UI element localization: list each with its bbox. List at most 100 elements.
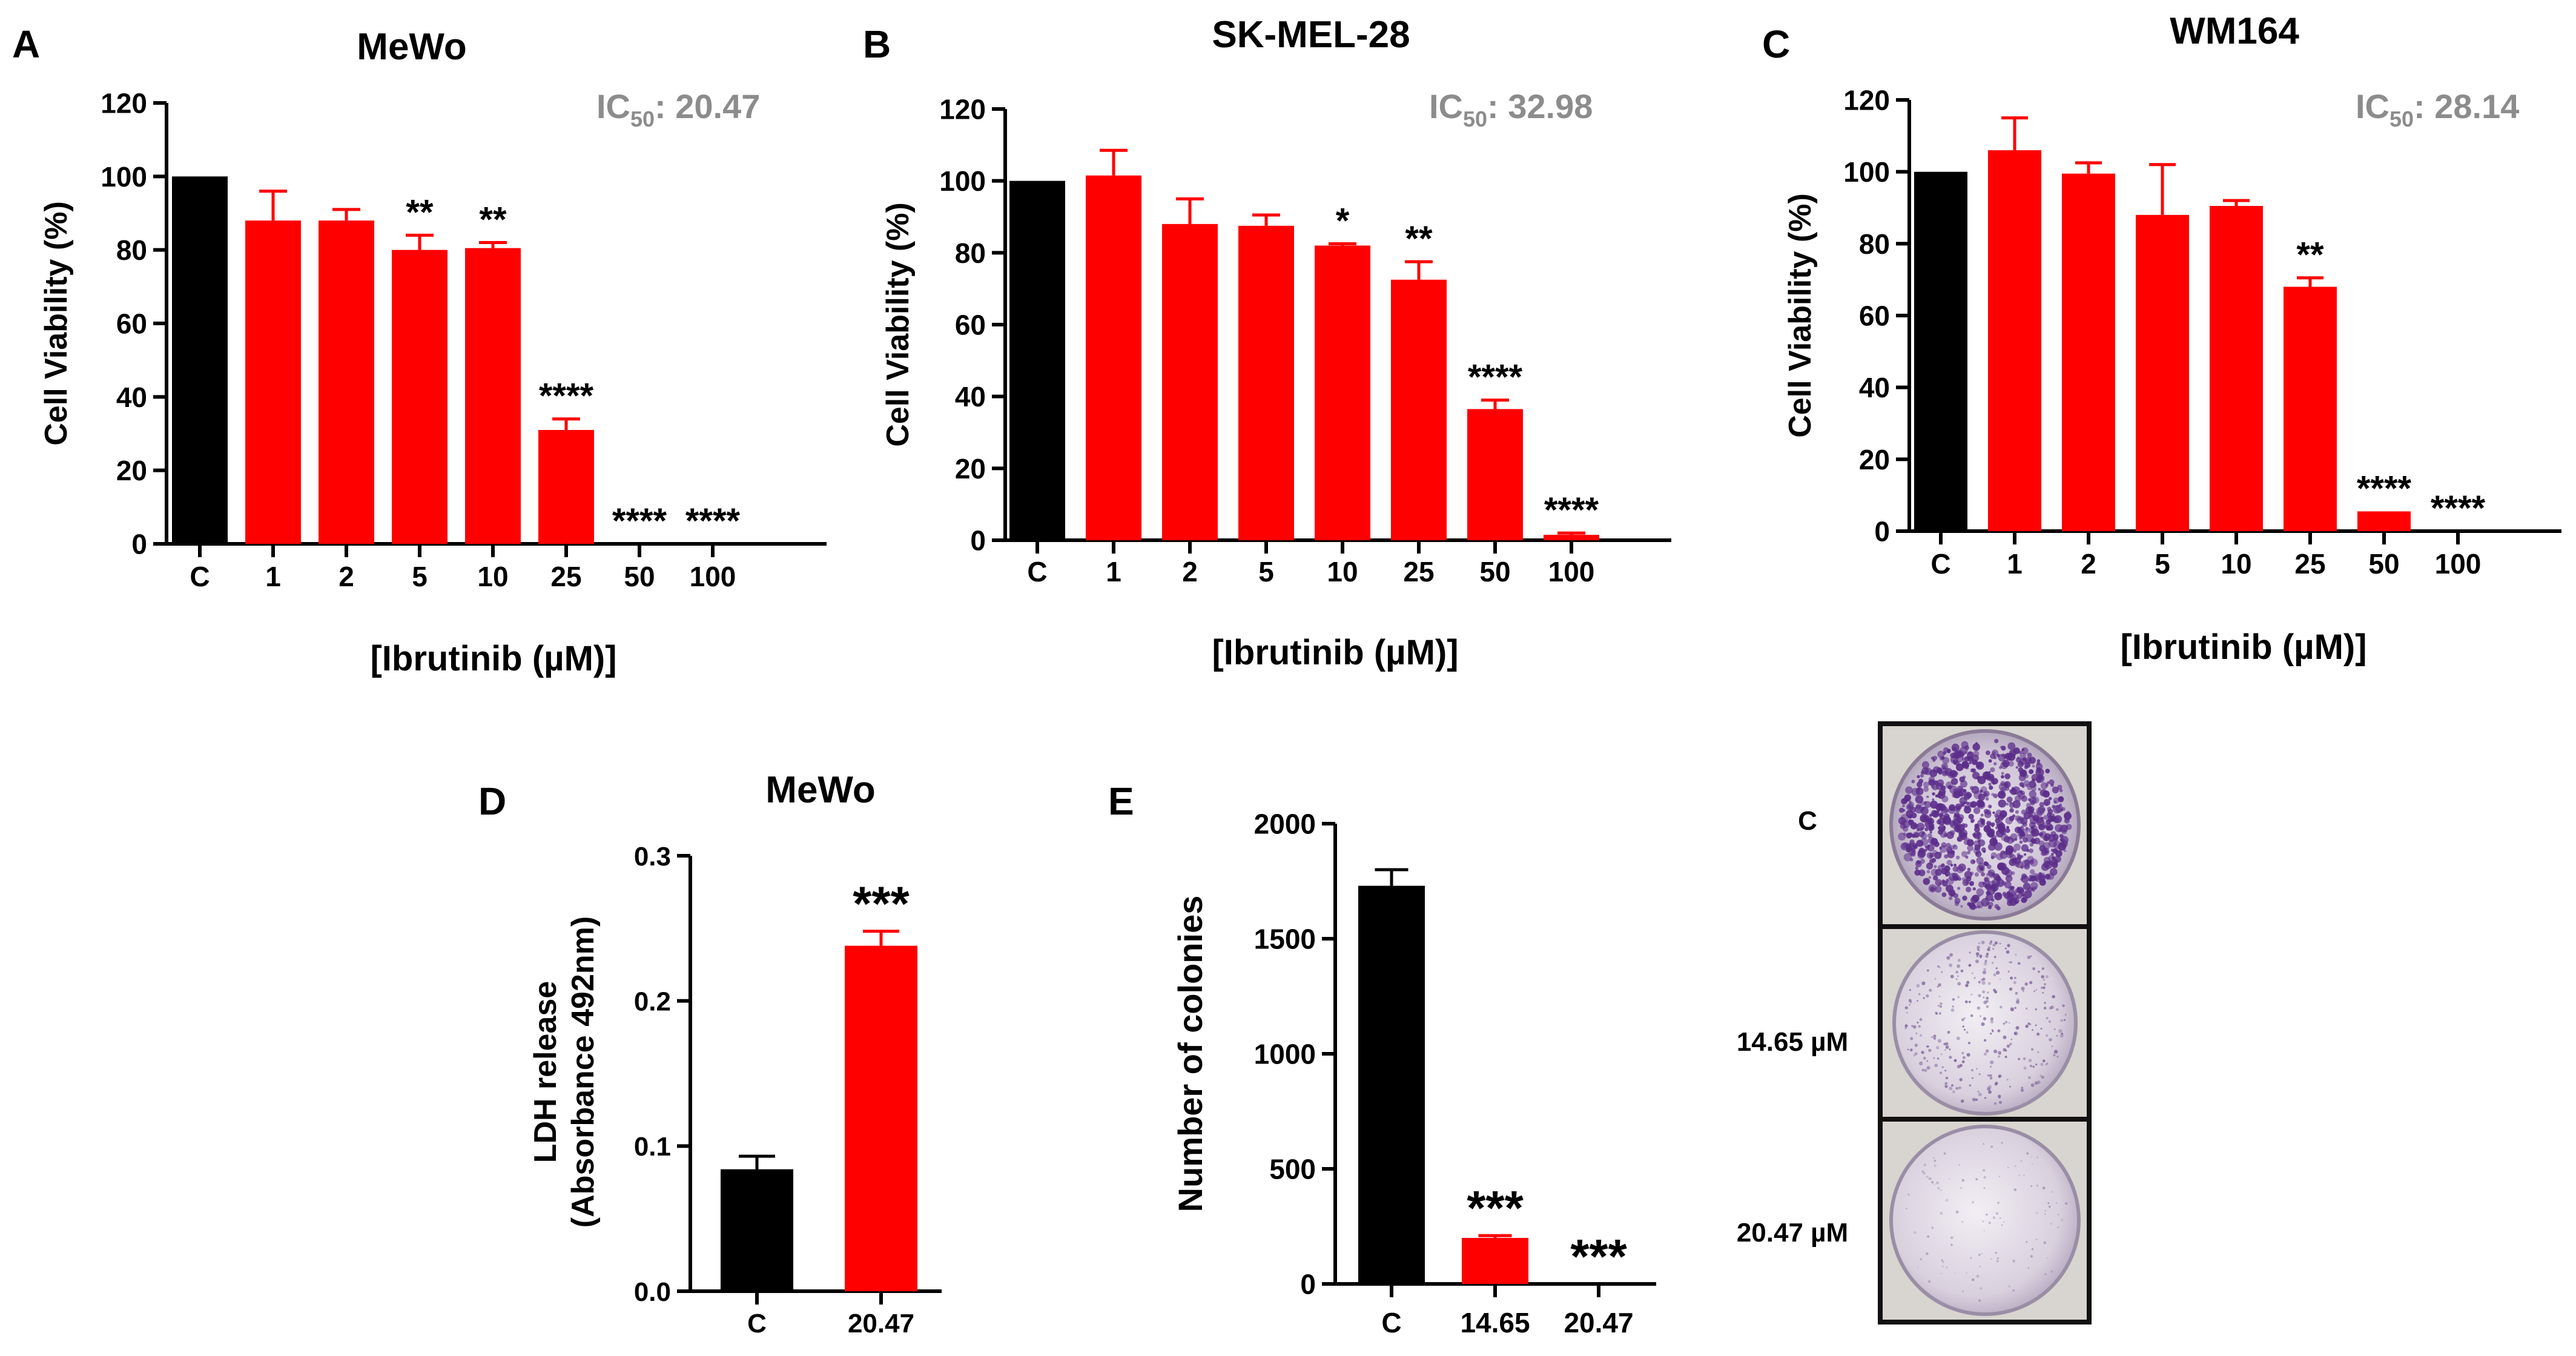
colony-dot [1923, 1068, 1927, 1073]
colony-dot [1930, 756, 1935, 760]
colony-dot [1972, 1201, 1974, 1203]
colony-dot [1944, 865, 1950, 872]
colony-dot [1992, 1216, 1996, 1219]
colony-dot [1999, 766, 2003, 769]
colony-dot [1949, 785, 1958, 794]
colony-dot [1966, 1053, 1970, 1057]
panel-c-yticks: 0 20 40 60 80 100 120 [1843, 85, 1909, 547]
panel-c-significance: **** [2431, 489, 2486, 528]
colony-dot [1953, 864, 1957, 867]
colony-dot [1937, 1057, 1940, 1060]
colony-dot [2023, 882, 2031, 890]
colony-dot [1941, 842, 1947, 848]
colony-dot [1924, 848, 1927, 852]
colony-dot [1944, 1042, 1949, 1046]
colony-dot [2015, 991, 2018, 995]
colony-dot [2026, 1152, 2029, 1155]
panel-e-yticks: 0 500 1000 1500 2000 [1254, 809, 1335, 1300]
colony-dot [1981, 941, 1985, 945]
colony-dot [1921, 767, 1929, 775]
colony-dot [1977, 1090, 1980, 1093]
colony-dot [2028, 878, 2032, 882]
panel-b-xtick-label: 25 [1403, 556, 1434, 587]
panel-a-significance: **** [612, 501, 667, 541]
colony-dot [1968, 964, 1972, 967]
colony-dot [1916, 824, 1919, 827]
panel-c-ytick-label: 120 [1843, 85, 1890, 116]
colony-dot [1998, 753, 2006, 762]
colony-dot [1957, 887, 1961, 890]
colony-dot [2036, 1184, 2039, 1187]
colony-dot [1963, 789, 1967, 793]
colony-dot [1990, 1145, 1993, 1148]
colony-dot [1998, 1074, 2002, 1078]
colony-dot [1988, 759, 1992, 763]
panel-c-ic50-sub: 50 [2389, 107, 2414, 131]
colony-dot [2033, 812, 2036, 816]
colony-dot [1938, 1005, 1942, 1008]
colony-dot [1957, 982, 1961, 986]
colony-dot [1929, 858, 1934, 863]
colony-dot [2028, 1059, 2032, 1062]
colony-dot [2015, 954, 2017, 956]
panel-b-bar [1086, 175, 1141, 540]
colony-dot [1942, 1261, 1944, 1263]
colony-dot [2050, 853, 2054, 856]
colony-dot [1932, 798, 1935, 801]
colony-dot [2006, 950, 2010, 954]
panel-b-bar [1315, 245, 1370, 540]
panel-b-ic50-sub: 50 [1463, 107, 1487, 131]
colony-dot [1986, 1005, 1989, 1008]
colony-dot [1976, 856, 1984, 865]
colony-dot [1957, 877, 1961, 881]
colony-dot [1987, 869, 1995, 877]
colony-dot [1976, 1068, 1978, 1070]
colony-dot [2036, 774, 2045, 783]
panel-a-significance: ** [479, 200, 507, 240]
colony-dot [1993, 756, 1997, 759]
colony-dot [1972, 743, 1980, 751]
colony-dot [2015, 1000, 2020, 1004]
colony-dot [1908, 999, 1912, 1002]
panel-b-ic50-value: : 32.98 [1487, 87, 1593, 125]
panel-d-title: MeWo [765, 769, 875, 811]
panel-c-xtick-label: 1 [2007, 548, 2023, 580]
panel-c-xtick-label: 100 [2435, 548, 2482, 580]
colony-dot [1941, 971, 1943, 973]
colony-dot [1996, 906, 2001, 911]
colony-dot [1924, 827, 1929, 832]
colony-dot [2037, 833, 2040, 836]
colony-dot [1946, 831, 1954, 839]
colony-dot [1977, 762, 1982, 767]
colony-dot [1908, 832, 1913, 837]
colony-dot [1934, 1063, 1938, 1067]
colony-dot [1921, 1068, 1924, 1071]
colony-dot [1930, 784, 1935, 789]
colony-dot [1933, 875, 1938, 881]
colony-dot [1981, 1253, 1983, 1255]
colony-dot [1934, 865, 1937, 868]
colony-dot [1908, 815, 1912, 819]
colony-dot [1983, 1143, 1985, 1145]
colony-dot [2032, 1065, 2035, 1068]
colony-dot [2023, 757, 2026, 761]
panel-a-xtick-label: 50 [624, 561, 655, 592]
colony-dot [1933, 1057, 1935, 1059]
colony-dot [2025, 1007, 2028, 1010]
colony-dot [1999, 1100, 2002, 1104]
colony-dot [2008, 1285, 2011, 1288]
panel-e-xticks: C 14.65 20.47 [1381, 1284, 1634, 1338]
colony-dot [1983, 1039, 1987, 1042]
panel-a-bar [392, 250, 447, 544]
colony-dot [1938, 792, 1943, 797]
colony-dot [1950, 778, 1958, 785]
colony-dot [1929, 1177, 1932, 1180]
panel-e-bar [1358, 885, 1425, 1284]
colony-dot [2019, 840, 2023, 844]
colony-dot [1941, 765, 1946, 770]
colony-dot [2000, 1005, 2003, 1009]
panel-c-ic50-label: IC [2356, 87, 2389, 125]
colony-dot [1965, 984, 1969, 987]
colony-dot [1945, 884, 1953, 893]
